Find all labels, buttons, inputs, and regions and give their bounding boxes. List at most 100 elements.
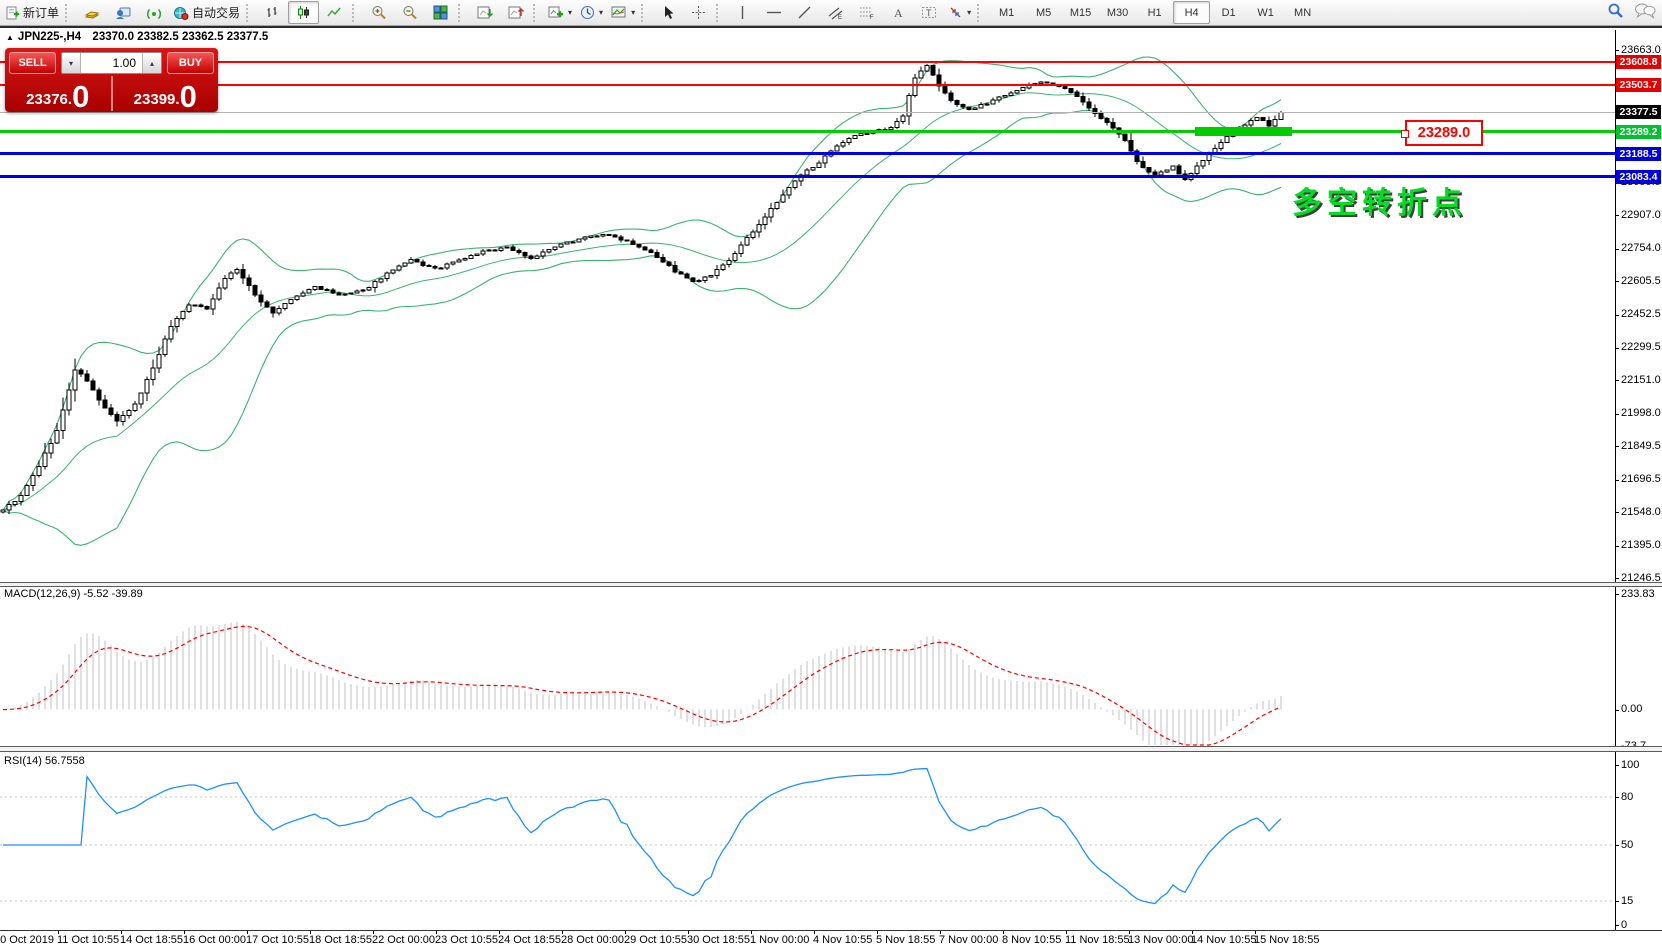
- text-label-button[interactable]: T: [913, 1, 944, 24]
- x-axis-tick-mark: [121, 930, 122, 934]
- indicator-window-button[interactable]: [469, 1, 500, 24]
- bar-chart-button[interactable]: [257, 1, 288, 24]
- editor-user-icon: [115, 7, 131, 19]
- volume-decrease-button[interactable]: ▾: [62, 53, 81, 73]
- x-axis-tick-mark: [247, 930, 248, 934]
- timeframe-h1-button[interactable]: H1: [1147, 6, 1162, 19]
- timeframe-w1-button[interactable]: W1: [1257, 6, 1274, 19]
- signals-button[interactable]: [138, 1, 169, 24]
- x-axis-tick-mark: [688, 930, 689, 934]
- cursor-button[interactable]: [652, 1, 683, 24]
- annotation-handle[interactable]: [1401, 130, 1409, 138]
- crosshair-button[interactable]: [683, 1, 714, 24]
- trendline-button[interactable]: [789, 1, 820, 24]
- toolbar-right: [1607, 2, 1656, 19]
- resistance-line-23503[interactable]: [0, 83, 1615, 86]
- macd-indicator-label: MACD(12,26,9) -5.52 -39.89: [4, 588, 143, 600]
- chat-icon[interactable]: [1634, 2, 1656, 19]
- pivot-line-23289[interactable]: [0, 130, 1615, 134]
- x-axis-tick-mark: [1066, 930, 1067, 934]
- templates-dropdown[interactable]: ▾: [607, 1, 639, 24]
- volume-input[interactable]: 1.00: [112, 56, 136, 70]
- arrows-dropdown[interactable]: ▾: [944, 1, 975, 24]
- new-order-button[interactable]: 新订单: [2, 1, 63, 24]
- tile-windows-button[interactable]: [425, 1, 456, 24]
- bid-price-display[interactable]: 23376. 0: [5, 76, 111, 111]
- price-axis-line: [1615, 30, 1616, 930]
- toolbar-grip: [641, 3, 648, 22]
- timeframe-m5-button[interactable]: M5: [1035, 6, 1052, 19]
- support-line-23083[interactable]: [0, 175, 1615, 179]
- zoom-out-icon: [403, 6, 417, 20]
- text-a-icon: A: [894, 6, 903, 20]
- symbol-period-label: JPN225-,H4: [17, 31, 82, 43]
- y-axis-tick-mark: [1615, 446, 1619, 448]
- autotrading-button[interactable]: 自动交易: [169, 1, 244, 24]
- rsi-tick: 100: [1621, 758, 1640, 771]
- ask-price-display[interactable]: 23399. 0: [110, 76, 219, 112]
- bid-price-big: 0: [72, 78, 90, 114]
- periods-dropdown[interactable]: ▾: [576, 1, 607, 24]
- x-axis-tick-mark: [373, 930, 374, 934]
- y-axis-tick-mark: [1615, 479, 1619, 481]
- pane-separator[interactable]: [0, 746, 1662, 752]
- horizontal-line-icon: [766, 11, 781, 14]
- metaeditor-button[interactable]: [107, 1, 138, 24]
- timeframe-d1-button[interactable]: D1: [1221, 6, 1236, 19]
- main-chart-canvas[interactable]: [0, 33, 1615, 582]
- thick-green-trendline[interactable]: [1195, 127, 1287, 136]
- dropdown-caret-icon: ▾: [599, 8, 604, 17]
- volume-increase-button[interactable]: ▴: [142, 53, 161, 73]
- zoom-out-button[interactable]: [394, 1, 425, 24]
- arrow-objects-icon: [950, 7, 961, 18]
- timeframe-m15-button[interactable]: M15: [1069, 6, 1092, 19]
- y-axis-tick-mark: [1615, 545, 1619, 547]
- x-axis-tick-mark: [940, 930, 941, 934]
- x-axis-label: 5 Nov 18:55: [876, 934, 936, 946]
- buy-button[interactable]: BUY: [167, 52, 214, 74]
- rsi-tick: 50: [1621, 838, 1634, 851]
- rsi-pane-canvas[interactable]: [0, 754, 1615, 930]
- timeframe-mn-button[interactable]: MN: [1294, 6, 1312, 19]
- candlestick-chart-button[interactable]: [288, 1, 320, 24]
- y-axis-tick: 22605.5: [1621, 274, 1661, 287]
- equidistant-channel-button[interactable]: E: [820, 1, 851, 24]
- price-badge-23608.8: 23608.8: [1616, 54, 1661, 69]
- fibonacci-button[interactable]: F: [851, 1, 882, 24]
- y-axis-tick-mark: [1615, 347, 1619, 349]
- y-axis-tick-mark: [1615, 380, 1619, 382]
- trade-panel-row1: SELL ▾ 1.00 ▴ BUY: [5, 48, 218, 75]
- pane-separator[interactable]: [0, 582, 1662, 587]
- search-icon[interactable]: [1607, 2, 1624, 19]
- timeframe-m30-button[interactable]: M30: [1106, 6, 1129, 19]
- zoom-in-button[interactable]: [363, 1, 394, 24]
- history-center-button[interactable]: [76, 1, 107, 24]
- new-chart-dropdown[interactable]: ▾: [544, 1, 576, 24]
- price-annotation-box[interactable]: 23289.0: [1401, 120, 1483, 146]
- chinese-annotation[interactable]: 多空转折点: [1292, 187, 1467, 220]
- autotrading-icon: [174, 6, 189, 20]
- toolbar-grip: [533, 3, 540, 22]
- text-button[interactable]: A: [882, 1, 913, 24]
- horizontal-line-button[interactable]: [758, 1, 789, 24]
- x-axis-label: 8 Nov 10:55: [1002, 934, 1062, 946]
- x-axis-label: 23 Oct 10:55: [435, 934, 498, 946]
- collapse-arrow-icon[interactable]: ▲: [6, 33, 14, 42]
- x-axis-label: 16 Oct 00:00: [183, 934, 246, 946]
- y-axis-tick-mark: [1615, 578, 1619, 579]
- y-axis-tick: 22907.0: [1621, 208, 1661, 221]
- line-chart-button[interactable]: [319, 1, 350, 24]
- resistance-line-23608[interactable]: [0, 60, 1615, 63]
- macd-pane-canvas[interactable]: [0, 588, 1615, 746]
- y-axis-tick-mark: [1615, 314, 1619, 316]
- trendline-handle[interactable]: [1283, 127, 1292, 136]
- price-badge-23503.7: 23503.7: [1616, 77, 1661, 92]
- timeframe-m1-button[interactable]: M1: [998, 6, 1015, 19]
- timeframe-h4-button[interactable]: H4: [1173, 1, 1211, 24]
- sell-button[interactable]: SELL: [9, 52, 56, 74]
- x-axis-tick-mark: [58, 930, 59, 934]
- rsi-tick-mark: [1615, 845, 1619, 846]
- support-line-23188[interactable]: [0, 152, 1615, 156]
- indicator-cursor-button[interactable]: [500, 1, 531, 24]
- vertical-line-button[interactable]: [727, 1, 758, 24]
